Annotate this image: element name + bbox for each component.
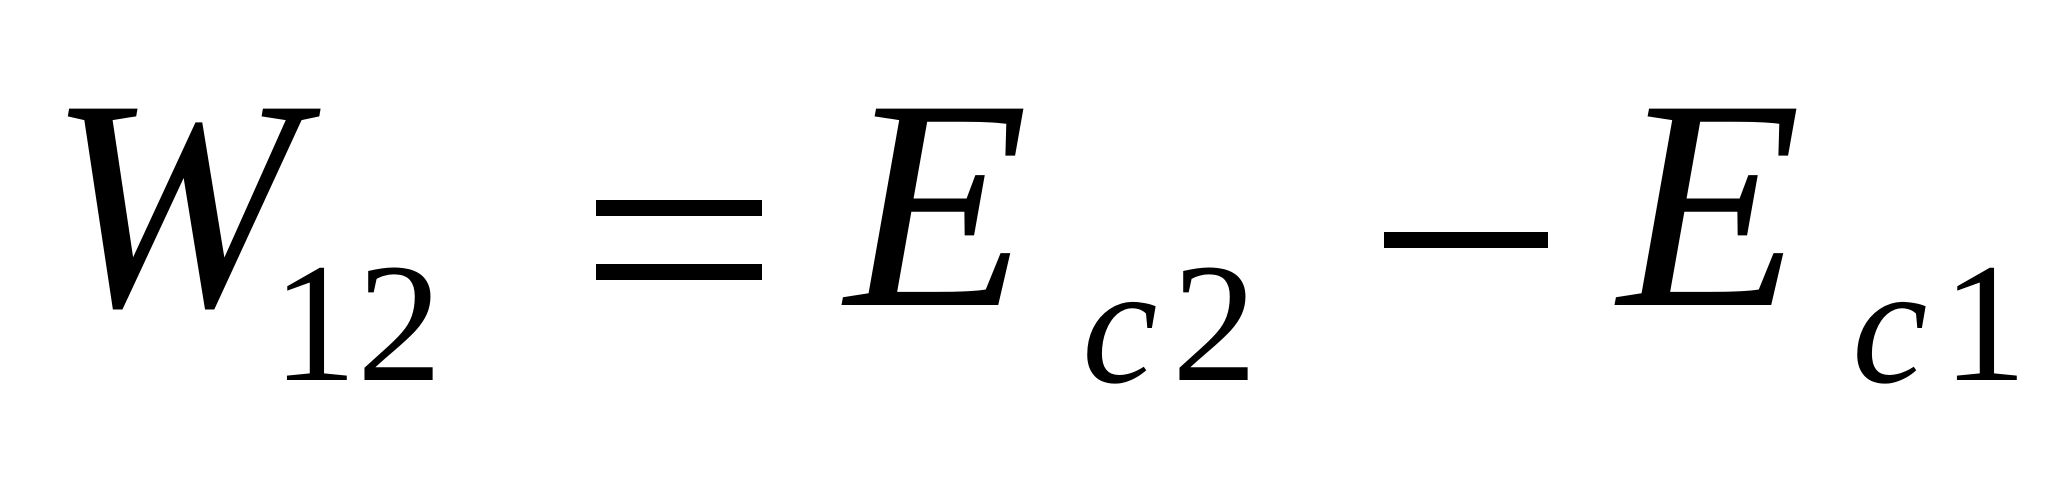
minus-sign <box>1384 232 1548 248</box>
work-subscript: 12 <box>272 229 442 417</box>
energy-symbol-term2: E <box>1618 38 1802 370</box>
equals-sign-top-bar <box>596 200 762 216</box>
energy-subscript-num-term1: 2 <box>1172 229 1257 417</box>
energy-subscript-var-term2: c <box>1852 231 1928 419</box>
equals-sign-bottom-bar <box>596 264 762 280</box>
energy-symbol-term1: E <box>845 38 1029 370</box>
energy-subscript-var-term1: c <box>1082 231 1158 419</box>
energy-subscript-num-term2: 1 <box>1942 229 2027 417</box>
work-symbol: W <box>48 38 298 370</box>
